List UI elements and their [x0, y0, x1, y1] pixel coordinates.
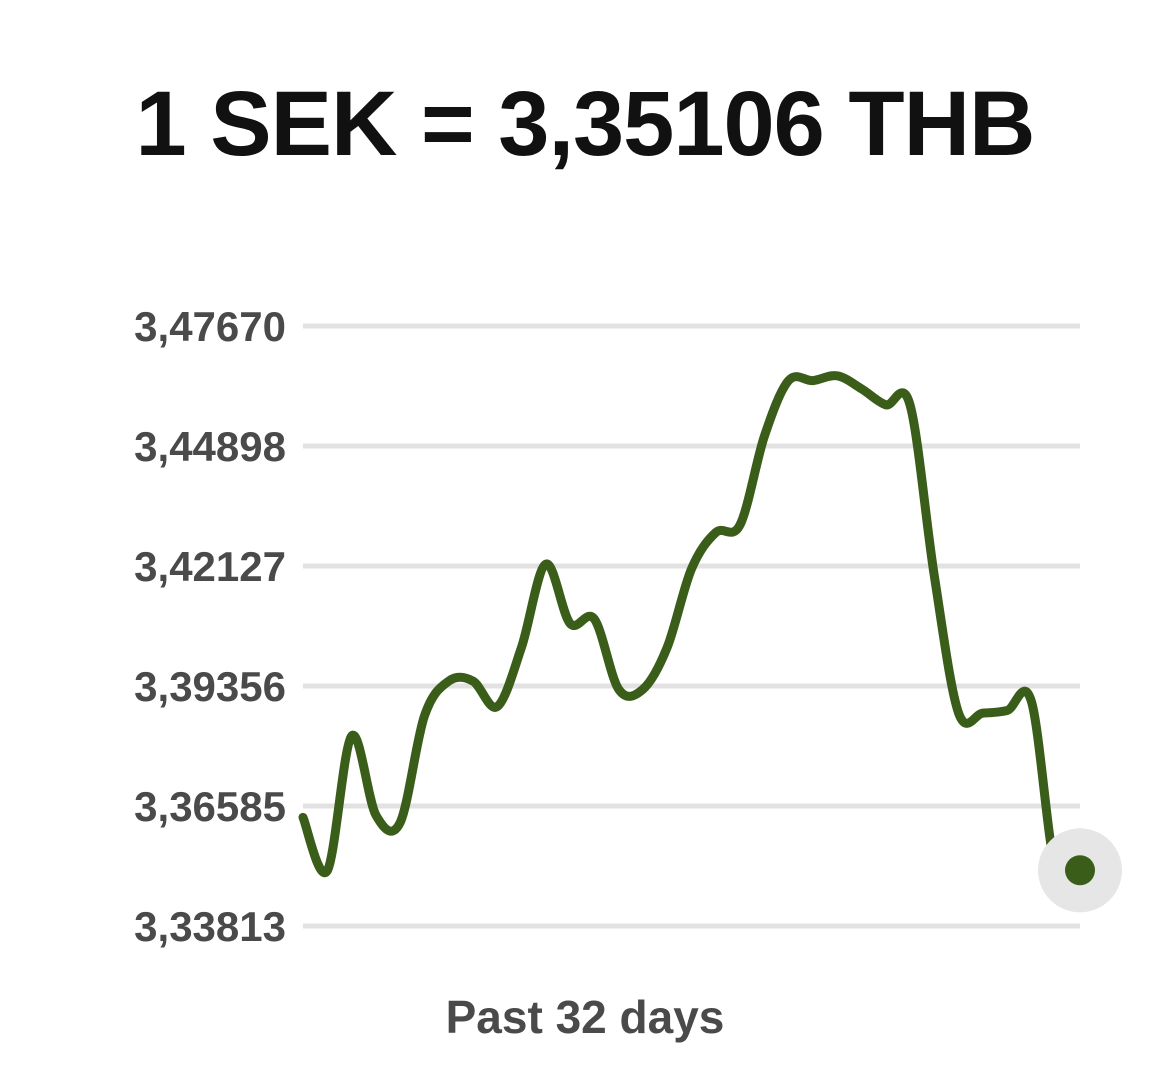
- data-point: [857, 385, 865, 393]
- data-point: [348, 732, 356, 740]
- y-tick-label: 3,42127: [134, 543, 286, 590]
- series-line-group: [298, 371, 1085, 888]
- grid-lines: [303, 323, 1080, 929]
- y-axis-tick-labels: 3,33813 3,36585 3,39356 3,42127 3,44898 3,476…: [134, 303, 286, 950]
- data-point: [469, 677, 477, 685]
- series-line: [298, 371, 1085, 888]
- data-point: [833, 372, 841, 380]
- data-point: [372, 811, 380, 819]
- current-point-marker[interactable]: [1065, 855, 1095, 886]
- data-point: [299, 813, 307, 821]
- data-point: [663, 643, 671, 651]
- data-point: [955, 709, 963, 717]
- y-tick-label: 3,47670: [134, 303, 286, 350]
- data-point: [979, 709, 987, 717]
- y-tick-label: 3,33813: [134, 903, 286, 950]
- data-point: [785, 377, 793, 385]
- data-point: [323, 867, 331, 875]
- data-point: [639, 685, 647, 693]
- data-point: [882, 401, 890, 409]
- data-point: [420, 712, 428, 720]
- data-point: [566, 619, 574, 627]
- data-point: [615, 685, 623, 693]
- data-point: [396, 819, 404, 827]
- current-point-marker-group[interactable]: [1038, 828, 1122, 913]
- data-point: [590, 615, 598, 623]
- data-point: [930, 572, 938, 580]
- data-point: [1003, 706, 1011, 714]
- data-point: [760, 432, 768, 440]
- y-tick-label: 3,39356: [134, 663, 286, 710]
- data-point: [542, 560, 550, 568]
- exchange-rate-title: 1 SEK = 3,35106 THB: [135, 73, 1036, 175]
- data-point: [445, 677, 453, 685]
- data-point: [518, 643, 526, 651]
- y-tick-label: 3,44898: [134, 423, 286, 470]
- data-point: [809, 377, 817, 385]
- data-point: [906, 401, 914, 409]
- data-point: [1027, 697, 1035, 705]
- y-tick-label: 3,36585: [134, 783, 286, 830]
- period-label: Past 32 days: [445, 991, 725, 1043]
- data-point: [688, 565, 696, 573]
- data-point: [736, 521, 744, 529]
- data-point: [712, 529, 720, 537]
- data-point: [493, 703, 501, 711]
